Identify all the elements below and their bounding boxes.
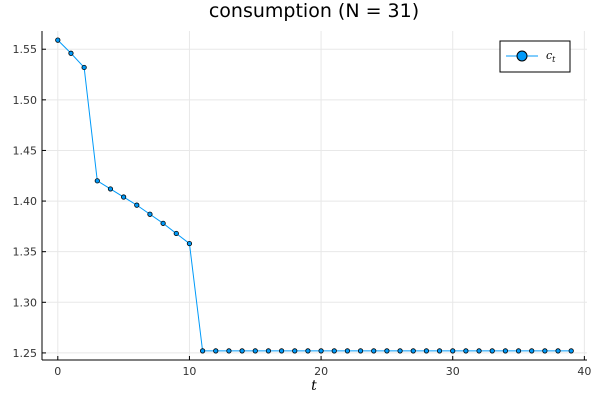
- data-point: [239, 348, 245, 354]
- y-tick-label: 1.25: [13, 347, 38, 360]
- grid: [42, 31, 587, 360]
- data-point: [357, 348, 364, 354]
- y-tick-label: 1.30: [13, 296, 38, 309]
- data-point: [371, 348, 377, 354]
- data-point: [476, 348, 482, 354]
- data-point: [147, 211, 153, 217]
- data-point: [186, 240, 193, 247]
- legend-label-main: c: [546, 49, 552, 62]
- data-point: [200, 348, 206, 354]
- data-point: [213, 348, 219, 354]
- data-point: [502, 348, 508, 354]
- data-point: [292, 348, 298, 354]
- data-point: [515, 348, 522, 354]
- x-tick-label: 30: [446, 365, 460, 378]
- data-point: [107, 186, 114, 192]
- axis-ticks: 0 10 20 30 40 1.25 1.30 1.35 1.40 1.45 1.50 1.55: [13, 43, 592, 378]
- legend-label-sub: t: [552, 55, 556, 64]
- data-point: [450, 348, 456, 354]
- legend: ct: [499, 40, 571, 73]
- data-point: [55, 37, 61, 43]
- data-point: [94, 178, 100, 184]
- data-point: [555, 348, 561, 354]
- x-tick-label: 20: [314, 365, 328, 378]
- data-point: [344, 348, 351, 354]
- x-tick-label: 10: [182, 365, 196, 378]
- y-tick-label: 1.50: [13, 94, 38, 107]
- series-layer: [55, 37, 574, 354]
- y-tick-label: 1.40: [13, 195, 38, 208]
- data-point: [397, 348, 403, 354]
- data-point: [529, 348, 535, 354]
- data-point: [121, 194, 127, 200]
- data-point: [134, 202, 140, 208]
- data-point: [489, 348, 495, 354]
- series-line: [57, 39, 572, 352]
- data-point: [318, 348, 324, 354]
- data-point: [68, 50, 74, 56]
- data-point: [384, 348, 390, 354]
- data-point: [278, 348, 285, 354]
- data-point: [410, 348, 416, 354]
- x-tick-label: 0: [54, 365, 61, 378]
- legend-label: ct: [546, 49, 556, 64]
- y-tick-label: 1.55: [13, 43, 38, 56]
- y-tick-label: 1.35: [13, 246, 38, 259]
- data-point: [436, 348, 443, 354]
- data-point: [265, 348, 272, 354]
- chart-title: consumption (N = 31): [209, 0, 419, 22]
- data-point: [568, 348, 574, 354]
- data-point: [81, 64, 87, 71]
- x-tick-label: 40: [577, 365, 591, 378]
- data-point: [160, 220, 166, 226]
- data-point: [173, 230, 179, 237]
- data-point: [252, 348, 258, 354]
- legend-marker: [516, 50, 528, 62]
- x-axis-label: t: [311, 378, 317, 394]
- data-point: [331, 348, 337, 354]
- y-tick-label: 1.45: [13, 144, 38, 157]
- data-point: [305, 348, 311, 354]
- data-point: [423, 348, 429, 354]
- data-point: [542, 348, 548, 354]
- data-point: [226, 348, 232, 354]
- data-point: [463, 348, 469, 354]
